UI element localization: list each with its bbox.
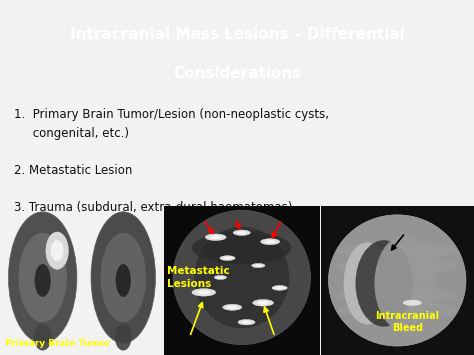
Text: Primary Brain Tumor: Primary Brain Tumor: [5, 339, 110, 348]
Circle shape: [217, 277, 224, 279]
Circle shape: [233, 230, 250, 235]
Circle shape: [197, 290, 210, 294]
Bar: [164, 206, 320, 355]
Ellipse shape: [116, 264, 131, 297]
Circle shape: [192, 289, 216, 296]
Text: Intracranial
Bleed: Intracranial Bleed: [375, 311, 440, 333]
Circle shape: [275, 286, 284, 289]
Ellipse shape: [18, 233, 67, 322]
Circle shape: [272, 285, 287, 290]
Text: Considerations: Considerations: [173, 66, 301, 81]
Ellipse shape: [34, 324, 52, 350]
Text: Metastatic
Lesions: Metastatic Lesions: [167, 266, 229, 289]
Ellipse shape: [337, 301, 457, 319]
Ellipse shape: [337, 257, 457, 274]
Text: Intracranial Mass Lesions – Differential: Intracranial Mass Lesions – Differential: [70, 27, 404, 42]
Circle shape: [214, 275, 227, 279]
Circle shape: [265, 240, 275, 243]
Circle shape: [252, 263, 265, 268]
Bar: [321, 206, 474, 355]
Ellipse shape: [374, 235, 436, 332]
Ellipse shape: [192, 231, 292, 264]
Circle shape: [238, 320, 255, 325]
Circle shape: [403, 300, 422, 306]
Circle shape: [242, 321, 251, 324]
Ellipse shape: [356, 240, 412, 327]
Ellipse shape: [173, 211, 310, 345]
Ellipse shape: [51, 240, 64, 261]
Text: 1.  Primary Brain Tumor/Lesion (non-neoplastic cysts,
     congenital, etc.)

2.: 1. Primary Brain Tumor/Lesion (non-neopl…: [14, 108, 329, 214]
Ellipse shape: [9, 212, 77, 343]
Circle shape: [210, 235, 221, 239]
Circle shape: [261, 239, 280, 245]
Circle shape: [237, 231, 246, 234]
Ellipse shape: [46, 232, 68, 269]
Ellipse shape: [337, 286, 457, 304]
Ellipse shape: [91, 212, 155, 343]
Circle shape: [255, 264, 262, 267]
Circle shape: [205, 234, 226, 240]
Ellipse shape: [328, 215, 466, 346]
Ellipse shape: [115, 324, 132, 350]
Circle shape: [223, 257, 232, 260]
Ellipse shape: [344, 242, 391, 324]
Circle shape: [257, 301, 269, 305]
Ellipse shape: [337, 242, 457, 260]
Ellipse shape: [35, 264, 51, 297]
Ellipse shape: [100, 233, 146, 322]
Circle shape: [253, 300, 273, 306]
Circle shape: [227, 306, 237, 309]
Ellipse shape: [194, 227, 289, 328]
Circle shape: [220, 256, 235, 261]
Circle shape: [223, 304, 242, 310]
